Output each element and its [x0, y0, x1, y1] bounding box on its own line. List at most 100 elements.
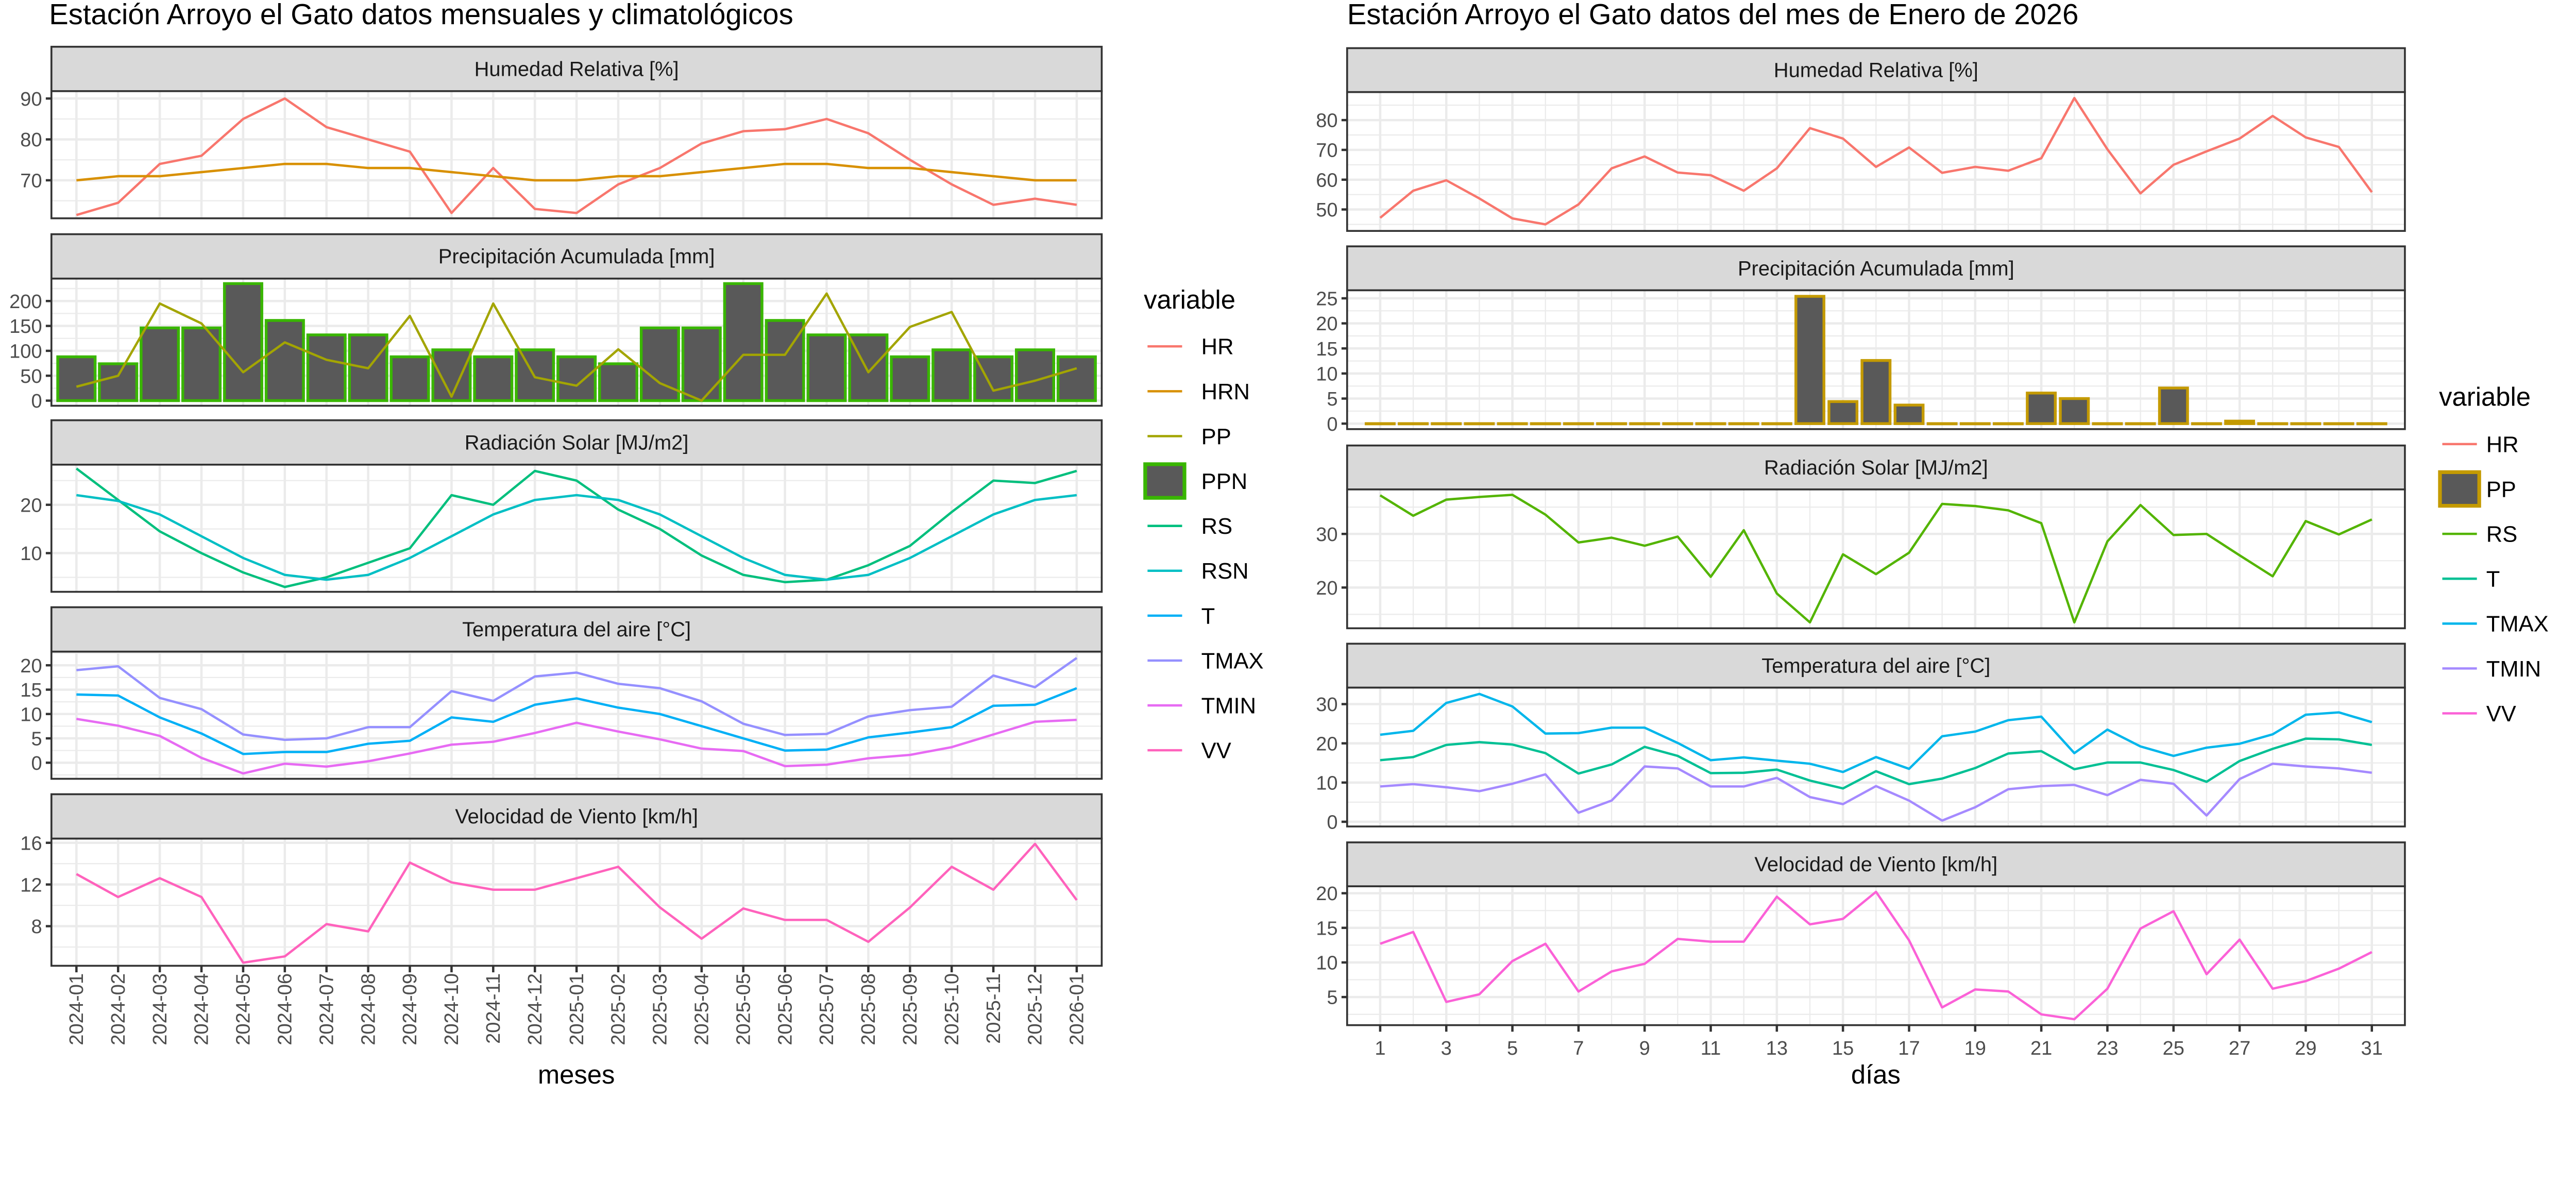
x-tick-label: 13 [1766, 1038, 1788, 1059]
bar-ppn [848, 333, 889, 402]
legend-item-tmin: TMIN [2442, 657, 2541, 682]
y-tick-label: 0 [1327, 812, 1337, 834]
facet-strip [50, 793, 1103, 840]
legend-label: HR [1201, 335, 1234, 360]
y-tick-label: 15 [1316, 918, 1337, 939]
legend-label: TMIN [2486, 657, 2541, 682]
facet-strip [1346, 47, 2406, 93]
bar-ppn [1056, 355, 1097, 402]
x-tick-label: 23 [2096, 1038, 2118, 1059]
panel-border [1346, 686, 2406, 827]
x-tick-label: 2024-07 [316, 973, 337, 1045]
facet-strip-label: Humedad Relativa [%] [1774, 59, 1978, 82]
y-tick-label: 80 [1316, 110, 1337, 132]
x-tick-label: 1 [1375, 1038, 1385, 1059]
x-tick-label: 25 [2163, 1038, 2184, 1059]
y-tick-label: 0 [31, 391, 42, 412]
bar-pp [2158, 386, 2189, 425]
left-chart-title: Estación Arroyo el Gato datos mensuales … [49, 0, 793, 30]
y-tick-label: 15 [1316, 339, 1337, 360]
facet-strip [1346, 643, 2406, 689]
facet-panel-4: Temperatura del aire [°C] 0 5 10 15 20 [20, 606, 1103, 780]
y-tick-label: 60 [1316, 170, 1337, 191]
left-x-axis-title: meses [538, 1060, 615, 1089]
panel-border [50, 277, 1103, 407]
panel-border [1346, 289, 2406, 430]
facet-strip-label: Precipitación Acumulada [mm] [438, 245, 715, 268]
x-tick-label: 2025-03 [650, 973, 671, 1045]
legend-item-hr: HR [1147, 335, 1234, 360]
x-tick-label: 21 [2030, 1038, 2052, 1059]
legend-item-tmax: TMAX [1147, 649, 1264, 673]
legend-label: RSN [1201, 559, 1249, 584]
facet-panel-3: Radiación Solar [MJ/m2] 20 30 [1316, 444, 2406, 630]
panel-border [50, 650, 1103, 780]
bar-pp [1860, 359, 1892, 425]
bar-ppn [431, 348, 472, 402]
legend-item-pp: PP [2438, 470, 2516, 508]
y-tick-label: 25 [1316, 289, 1337, 310]
legend-item-tmin: TMIN [1147, 694, 1256, 718]
x-tick-label: 2024-06 [275, 973, 296, 1045]
x-tick-label: 2024-09 [399, 973, 421, 1045]
bar-ppn [56, 355, 97, 402]
right-chart-title: Estación Arroyo el Gato datos del mes de… [1347, 0, 2079, 30]
x-tick-label: 9 [1639, 1038, 1650, 1059]
x-tick-label: 3 [1441, 1038, 1452, 1059]
facet-panel-5: Velocidad de Viento [km/h] 8 12 16 2024-01 20… [20, 793, 1103, 1045]
bar-ppn [765, 319, 805, 402]
bar-ppn [306, 333, 347, 402]
bar-ppn [98, 362, 139, 402]
bar-ppn [556, 355, 597, 402]
x-tick-label: 2025-10 [941, 973, 963, 1045]
bar-ppn [473, 355, 514, 402]
y-tick-label: 5 [1327, 388, 1337, 410]
x-tick-label: 2026-01 [1066, 973, 1088, 1045]
x-tick-label: 15 [1832, 1038, 1854, 1059]
legend-label: RS [2486, 522, 2517, 547]
x-tick-label: 2024-05 [233, 973, 255, 1045]
bar-pp [1827, 400, 1859, 425]
legend-item-t: T [1147, 604, 1215, 629]
legend-label: VV [1201, 739, 1231, 764]
panel-border [1346, 488, 2406, 630]
legend-label: PPN [1201, 469, 1248, 494]
legend-label: T [2486, 567, 2500, 592]
bar-pp [1893, 403, 1925, 425]
facet-strip-label: Radiación Solar [MJ/m2] [1764, 457, 1988, 479]
right-chart: Humedad Relativa [%]50607080Precipitació… [1316, 47, 2549, 1059]
bar-ppn [140, 326, 180, 402]
facet-strip-label: Velocidad de Viento [km/h] [455, 805, 698, 828]
legend: HR PP RS T TMAX TMIN VV [2438, 432, 2549, 726]
legend-key-bar [2438, 470, 2481, 508]
x-tick-label: 17 [1898, 1038, 1920, 1059]
bar-pp [1794, 295, 1825, 425]
bar-ppn [890, 355, 930, 402]
bar-pp [2059, 397, 2090, 425]
legend-item-hrn: HRN [1147, 380, 1250, 404]
legend-item-rs: RS [2442, 522, 2517, 547]
legend-label: HR [2486, 432, 2519, 457]
y-tick-label: 5 [31, 729, 42, 750]
facet-strip [1346, 841, 2406, 887]
y-tick-label: 10 [20, 704, 42, 725]
x-tick-label: 2024-01 [66, 973, 88, 1045]
x-tick-label: 11 [1701, 1038, 1721, 1059]
y-tick-label: 90 [20, 89, 42, 110]
x-tick-label: 5 [1507, 1038, 1518, 1059]
x-tick-label: 2025-02 [608, 973, 630, 1045]
facet-strip-label: Temperatura del aire [°C] [462, 618, 691, 641]
legend-item-pp: PP [1147, 425, 1231, 449]
y-tick-label: 10 [20, 543, 42, 565]
climate-figure: Estación Arroyo el Gato datos mensuales … [9, 0, 2549, 1089]
bar-ppn [181, 326, 222, 402]
facet-strip [50, 45, 1103, 92]
panel-border [1346, 885, 2406, 1026]
legend-label: TMAX [1201, 649, 1264, 673]
y-tick-label: 100 [9, 341, 42, 363]
x-tick-label: 27 [2229, 1038, 2250, 1059]
legend-item-hr: HR [2442, 432, 2519, 457]
x-tick-label: 2025-06 [774, 973, 796, 1045]
facet-strip [50, 419, 1103, 466]
